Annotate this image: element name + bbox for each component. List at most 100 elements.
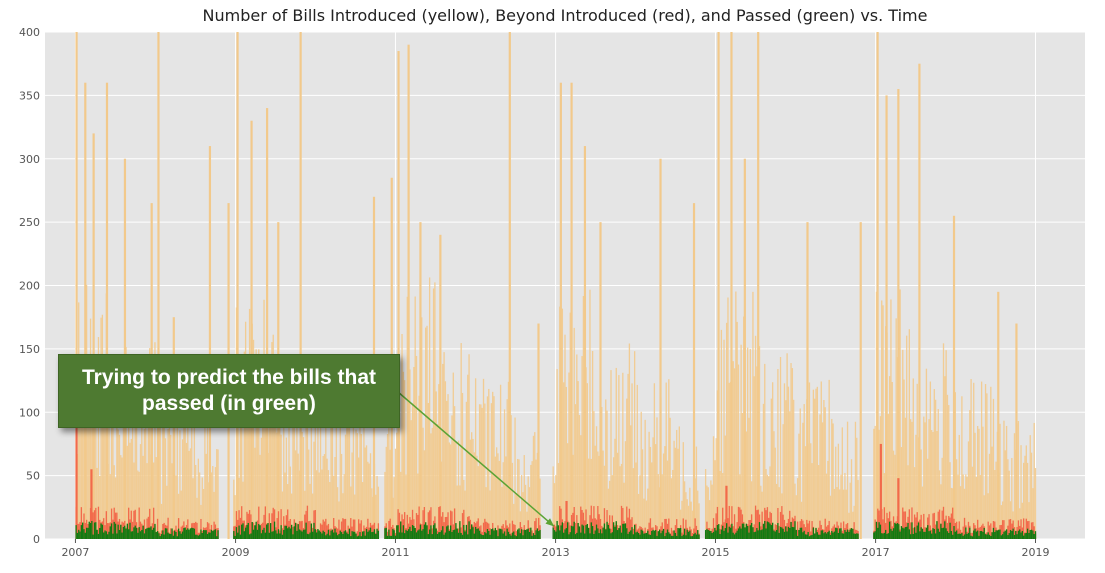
passed-bar xyxy=(310,523,313,539)
beyond-introduced-bar xyxy=(427,512,429,539)
passed-bar xyxy=(489,534,491,539)
passed-bar xyxy=(301,531,303,539)
passed-bar xyxy=(673,530,675,539)
x-tick-label: 2019 xyxy=(1021,546,1049,559)
introduced-bar xyxy=(937,409,939,539)
passed-bar xyxy=(440,530,443,539)
introduced-bar xyxy=(980,381,983,539)
beyond-introduced-bar xyxy=(134,509,136,539)
beyond-introduced-bar xyxy=(828,520,830,539)
passed-bar xyxy=(444,532,447,539)
beyond-introduced-bar xyxy=(271,513,273,539)
introduced-bar xyxy=(415,355,418,539)
introduced-bar xyxy=(574,404,577,539)
beyond-introduced-bar xyxy=(397,509,399,539)
passed-bar xyxy=(727,532,729,539)
introduced-spike xyxy=(537,323,540,539)
passed-bar xyxy=(883,532,886,539)
introduced-bar xyxy=(911,421,913,539)
beyond-introduced-bar xyxy=(748,520,750,539)
introduced-bar xyxy=(768,476,770,539)
introduced-spike xyxy=(885,95,888,539)
passed-bar xyxy=(96,529,98,539)
passed-bar xyxy=(393,530,395,539)
passed-bar xyxy=(752,527,754,539)
passed-bar xyxy=(938,531,941,539)
introduced-bar xyxy=(131,404,134,539)
introduced-bar xyxy=(476,455,478,539)
beyond-introduced-bar xyxy=(482,522,485,539)
beyond-introduced-bar xyxy=(928,514,930,539)
introduced-bar xyxy=(955,459,958,539)
introduced-bar xyxy=(610,370,612,539)
introduced-bar xyxy=(116,377,118,539)
passed-bar xyxy=(356,536,359,539)
passed-bar xyxy=(753,532,755,539)
beyond-introduced-bar xyxy=(913,514,916,539)
passed-bar xyxy=(137,532,139,539)
beyond-introduced-bar xyxy=(308,521,310,539)
passed-bar xyxy=(857,533,859,539)
passed-bar xyxy=(297,524,299,539)
introduced-bar xyxy=(672,469,674,539)
passed-bar xyxy=(298,529,301,539)
introduced-bar xyxy=(697,490,699,539)
introduced-bar xyxy=(180,490,182,539)
introduced-bar xyxy=(534,432,536,539)
passed-bar xyxy=(909,534,912,539)
passed-bar xyxy=(906,526,908,539)
beyond-introduced-bar xyxy=(514,524,516,539)
passed-bar xyxy=(718,524,720,539)
beyond-introduced-bar xyxy=(942,506,945,539)
introduced-bar xyxy=(1026,462,1029,539)
passed-bar xyxy=(145,528,147,539)
passed-bar xyxy=(715,530,717,539)
passed-bar xyxy=(808,536,811,539)
introduced-bar xyxy=(171,463,173,539)
beyond-introduced-bar xyxy=(306,505,309,539)
passed-bar xyxy=(142,525,144,539)
passed-bar xyxy=(192,528,194,539)
introduced-bar xyxy=(414,296,416,539)
introduced-spike xyxy=(599,222,602,539)
passed-bar xyxy=(405,529,407,539)
introduced-bar xyxy=(907,465,909,539)
passed-bar xyxy=(235,527,238,539)
introduced-bar xyxy=(275,415,277,539)
introduced-bar xyxy=(928,419,930,539)
passed-bar xyxy=(216,536,218,539)
introduced-bar xyxy=(991,446,993,539)
passed-bar xyxy=(234,535,236,539)
passed-bar xyxy=(620,532,623,539)
passed-bar xyxy=(528,532,531,539)
introduced-bar xyxy=(909,419,912,539)
introduced-bar xyxy=(355,429,357,539)
introduced-bar xyxy=(539,478,541,539)
introduced-bar xyxy=(740,344,742,539)
introduced-bar xyxy=(811,463,813,539)
passed-bar xyxy=(414,527,416,539)
passed-bar xyxy=(104,530,106,539)
beyond-introduced-bar xyxy=(138,507,140,539)
passed-bar xyxy=(505,535,507,539)
introduced-bar xyxy=(722,473,724,539)
beyond-introduced-bar xyxy=(626,506,628,539)
passed-bar xyxy=(212,531,214,539)
introduced-bar xyxy=(963,488,966,539)
passed-bar xyxy=(404,533,406,539)
passed-bar xyxy=(481,535,483,539)
introduced-bar xyxy=(590,458,592,539)
beyond-introduced-bar xyxy=(609,515,611,539)
introduced-bar xyxy=(573,327,575,539)
introduced-bar xyxy=(845,489,847,539)
passed-bar xyxy=(331,529,334,539)
arrow-line xyxy=(397,391,555,527)
beyond-introduced-bar xyxy=(723,522,725,539)
passed-bar xyxy=(698,534,700,539)
introduced-bar xyxy=(782,424,784,539)
introduced-bar xyxy=(643,498,645,539)
introduced-bar xyxy=(852,511,854,539)
introduced-bar xyxy=(817,465,820,539)
passed-bar xyxy=(913,527,916,539)
